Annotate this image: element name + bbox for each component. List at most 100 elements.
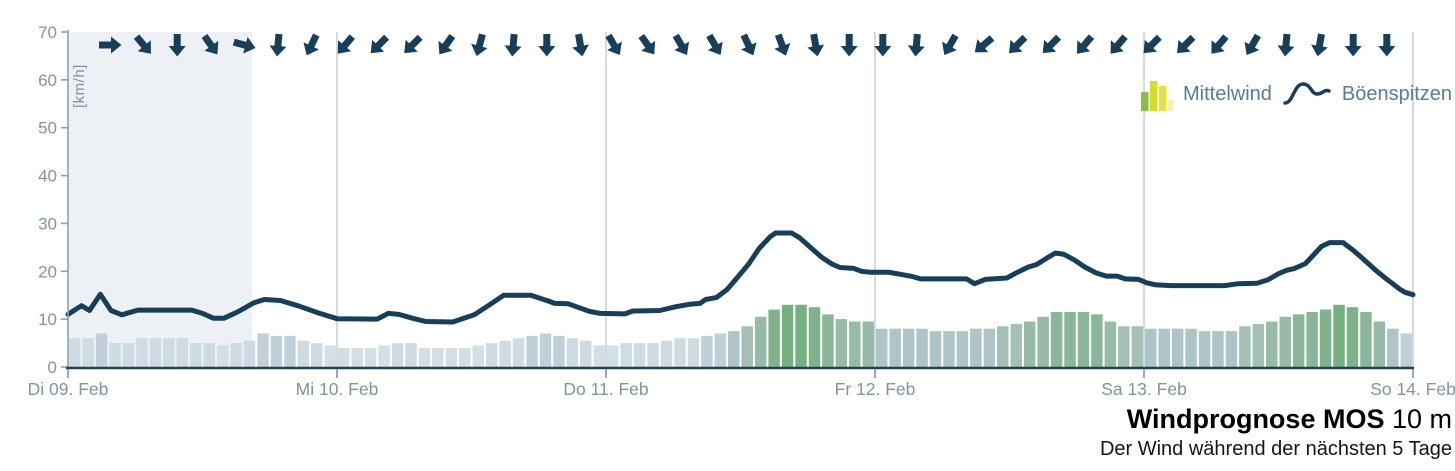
mean-wind-bar bbox=[485, 343, 498, 367]
mean-wind-bar bbox=[822, 314, 834, 367]
mean-wind-bar bbox=[1104, 321, 1117, 367]
mean-wind-bar bbox=[1131, 326, 1143, 367]
wind-direction-arrow bbox=[504, 33, 522, 57]
mean-wind-bar bbox=[445, 347, 458, 367]
mean-wind-bar bbox=[230, 343, 242, 367]
legend-icon-bar bbox=[1150, 81, 1158, 111]
chart-legend: Mittelwind Böenspitzen bbox=[1141, 74, 1452, 114]
mean-wind-bar bbox=[297, 340, 310, 367]
legend-icon-bar bbox=[1159, 86, 1167, 111]
wind-direction-arrow bbox=[942, 33, 959, 55]
x-axis-day-label: Fr 12. Feb bbox=[835, 379, 916, 399]
mean-wind-bar bbox=[1185, 328, 1197, 367]
mean-wind-bar bbox=[997, 326, 1009, 367]
mean-wind-bar bbox=[580, 340, 592, 367]
mean-wind-bar bbox=[1266, 321, 1278, 367]
mean-wind-bar bbox=[943, 331, 955, 367]
mean-wind-bar bbox=[364, 347, 377, 367]
mean-wind-bar bbox=[149, 338, 162, 367]
mean-wind-bar bbox=[1171, 328, 1184, 367]
mean-wind-bar bbox=[1077, 311, 1090, 367]
wind-direction-arrow bbox=[168, 34, 186, 57]
mean-wind-bar bbox=[526, 335, 538, 367]
mean-wind-bar bbox=[741, 326, 753, 367]
mean-wind-bar bbox=[1360, 311, 1372, 367]
y-axis-tick-label: 10 bbox=[38, 310, 57, 329]
chart-title-suffix: 10 m bbox=[1384, 404, 1452, 434]
mean-wind-bar bbox=[902, 328, 915, 367]
mean-wind-bar bbox=[566, 338, 579, 367]
mean-wind-bar bbox=[1091, 314, 1103, 367]
wind-direction-arrow bbox=[370, 34, 390, 54]
wind-direction-arrow bbox=[232, 37, 256, 54]
wind-direction-arrow bbox=[99, 36, 122, 54]
mean-wind-bar bbox=[338, 347, 350, 367]
chart-title-block: Windprognose MOS 10 m Der Wind während d… bbox=[1100, 404, 1452, 461]
mean-wind-legend-icon bbox=[1141, 81, 1173, 111]
mean-wind-bar bbox=[593, 345, 605, 367]
wind-direction-arrow bbox=[1143, 34, 1162, 54]
mean-wind-bar bbox=[243, 340, 256, 367]
mean-wind-bar bbox=[82, 338, 94, 367]
mean-wind-bar bbox=[781, 304, 794, 367]
mean-wind-bar bbox=[163, 338, 175, 367]
wind-direction-arrow bbox=[1344, 34, 1362, 57]
gust-line-legend-icon bbox=[1283, 82, 1331, 105]
mean-wind-bar bbox=[674, 338, 686, 367]
mean-wind-bar bbox=[849, 321, 861, 367]
wind-direction-arrow bbox=[1277, 33, 1295, 57]
wind-direction-arrow bbox=[907, 33, 925, 57]
wind-direction-arrow bbox=[471, 33, 488, 57]
mean-wind-bar bbox=[1319, 309, 1332, 367]
x-axis-day-label: Do 11. Feb bbox=[563, 379, 648, 399]
mean-wind-bar bbox=[69, 338, 81, 367]
wind-direction-arrow bbox=[438, 33, 456, 55]
mean-wind-bar bbox=[284, 335, 296, 367]
mean-wind-bar bbox=[808, 307, 821, 367]
mean-wind-bar bbox=[472, 345, 484, 367]
mean-wind-bar bbox=[1118, 326, 1130, 367]
wind-direction-arrow bbox=[269, 33, 287, 57]
mean-wind-bar bbox=[203, 343, 215, 367]
mean-wind-bar bbox=[1239, 326, 1251, 367]
mean-wind-bar bbox=[983, 328, 996, 367]
mean-wind-bar bbox=[405, 343, 417, 367]
y-axis-tick-label: 50 bbox=[38, 119, 57, 138]
wind-direction-arrow bbox=[1311, 33, 1328, 57]
mean-wind-bar bbox=[607, 345, 619, 367]
wind-direction-arrow bbox=[1110, 34, 1128, 54]
wind-direction-arrow bbox=[201, 33, 219, 55]
mean-wind-bar bbox=[633, 343, 646, 367]
legend-icon-bar bbox=[1168, 100, 1173, 111]
mean-wind-bar bbox=[109, 343, 121, 367]
mean-wind-bar bbox=[378, 345, 390, 367]
mean-wind-bar bbox=[956, 331, 969, 367]
mean-wind-bar bbox=[835, 319, 848, 367]
mean-wind-bar bbox=[1279, 316, 1291, 367]
mean-wind-bar bbox=[929, 331, 942, 367]
wind-direction-arrow bbox=[840, 34, 858, 57]
y-axis-unit-label: [km/h] bbox=[71, 64, 88, 108]
mean-wind-bar bbox=[432, 347, 444, 367]
wind-direction-arrow bbox=[1077, 34, 1095, 54]
wind-direction-arrow bbox=[303, 33, 320, 56]
gust-legend-label: Böenspitzen bbox=[1341, 82, 1452, 105]
mean-wind-bar bbox=[754, 316, 767, 367]
y-axis-tick-label: 70 bbox=[38, 23, 57, 42]
mean-wind-bar bbox=[620, 343, 632, 367]
mean-wind-bar bbox=[1158, 328, 1170, 367]
wind-direction-arrow bbox=[974, 35, 995, 53]
mean-wind-bar bbox=[714, 333, 727, 367]
wind-direction-arrow bbox=[1211, 34, 1229, 54]
mean-wind-bar bbox=[647, 343, 659, 367]
mean-wind-bar bbox=[539, 333, 552, 367]
mean-wind-bar bbox=[1212, 331, 1224, 367]
mean-wind-bar bbox=[553, 335, 565, 367]
wind-direction-arrow bbox=[337, 34, 355, 54]
y-axis-tick-label: 0 bbox=[48, 358, 57, 377]
mean-wind-bar bbox=[1037, 316, 1049, 367]
mean-wind-bar bbox=[1010, 323, 1022, 367]
wind-direction-arrow bbox=[874, 34, 892, 57]
mean-wind-bar bbox=[418, 347, 431, 367]
